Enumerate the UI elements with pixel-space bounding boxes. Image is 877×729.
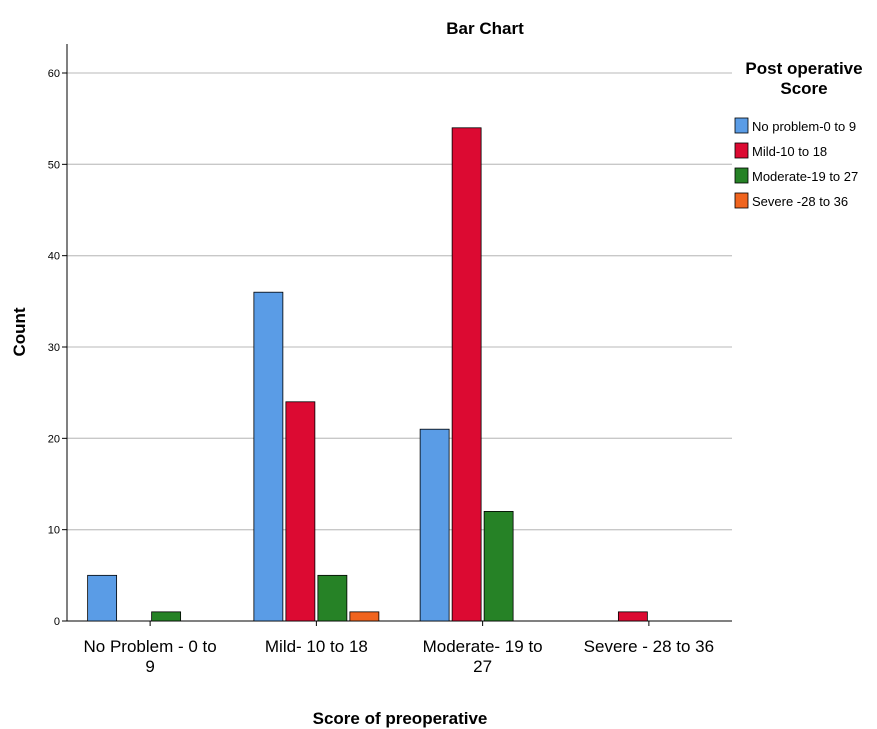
bar xyxy=(419,428,450,622)
y-tick-label: 40 xyxy=(48,251,60,263)
x-axis-title: Score of preoperative xyxy=(313,709,488,728)
x-tick-label: No Problem - 0 to xyxy=(84,637,217,656)
bar xyxy=(285,401,316,622)
legend-swatch xyxy=(734,142,749,159)
bar xyxy=(451,127,482,622)
legend-label: Moderate-19 to 27 xyxy=(752,169,858,184)
legend-label: Mild-10 to 18 xyxy=(752,144,827,159)
chart-title: Bar Chart xyxy=(446,19,524,38)
y-axis-title: Count xyxy=(10,307,29,356)
legend-swatch xyxy=(734,192,749,209)
legend-title: Score xyxy=(780,79,827,98)
y-tick-label: 10 xyxy=(48,525,60,537)
y-tick-label: 60 xyxy=(48,68,60,80)
legend-label: No problem-0 to 9 xyxy=(752,119,856,134)
bar xyxy=(617,611,648,622)
x-tick-label: 27 xyxy=(473,657,492,676)
bar xyxy=(87,574,118,622)
legend-swatch xyxy=(734,167,749,184)
y-tick-label: 0 xyxy=(54,616,60,628)
bar xyxy=(151,611,182,622)
axes xyxy=(62,44,732,626)
x-tick-label: Severe - 28 to 36 xyxy=(584,637,714,656)
bars xyxy=(87,127,648,622)
x-tick-label: 9 xyxy=(145,657,154,676)
bar xyxy=(253,291,284,622)
gridlines xyxy=(67,72,732,531)
bar xyxy=(349,611,380,622)
y-tick-label: 20 xyxy=(48,433,60,445)
y-tick-labels: 0 10 20 30 40 50 60 xyxy=(48,68,60,628)
y-tick-label: 50 xyxy=(48,159,60,171)
legend-swatch xyxy=(734,117,749,134)
legend-label: Severe -28 to 36 xyxy=(752,194,848,209)
x-tick-label: Mild- 10 to 18 xyxy=(265,637,368,656)
bar xyxy=(317,574,348,622)
y-tick-label: 30 xyxy=(48,342,60,354)
x-tick-label: Moderate- 19 to xyxy=(423,637,543,656)
bar xyxy=(483,510,514,622)
legend-title: Post operative xyxy=(745,59,862,78)
x-tick-labels: No Problem - 0 to9 Mild- 10 to 18 Moderate… xyxy=(84,637,715,676)
